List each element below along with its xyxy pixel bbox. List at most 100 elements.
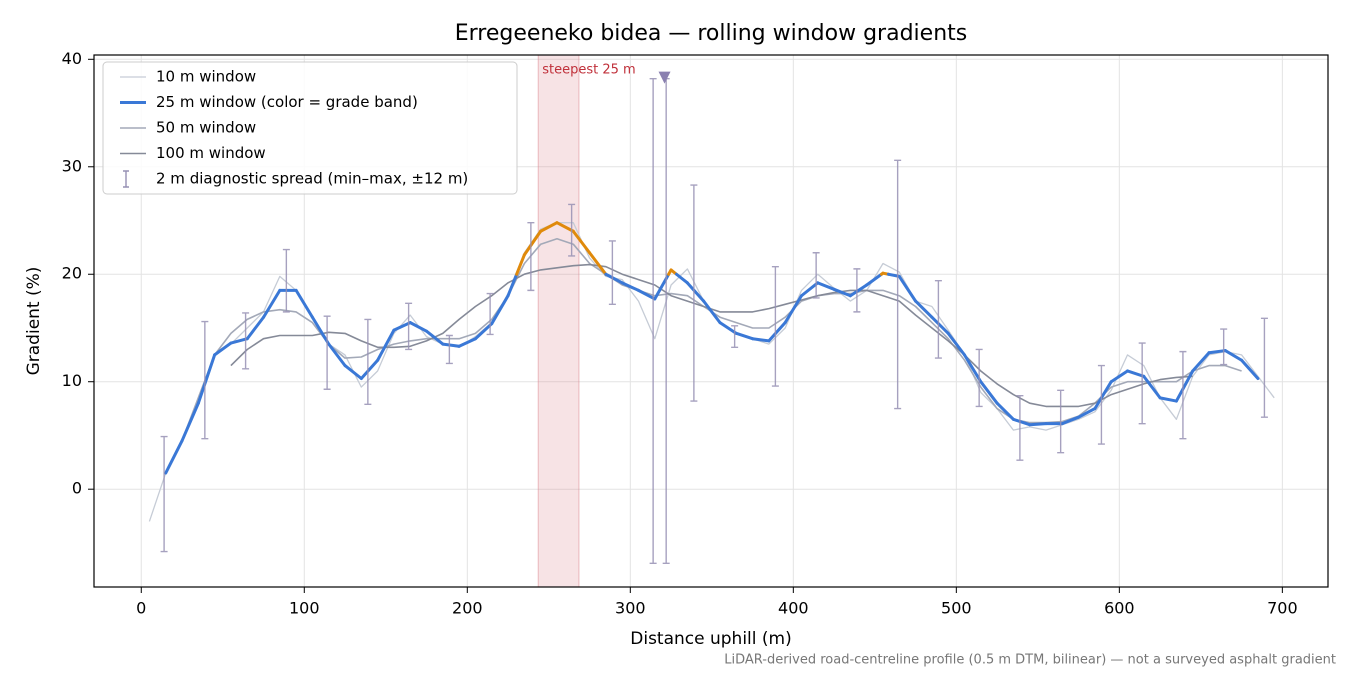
- error-bar: [649, 77, 657, 565]
- legend-label: 2 m diagnostic spread (min–max, ±12 m): [156, 170, 468, 188]
- line-segment: [914, 299, 934, 319]
- line-segment: [718, 321, 738, 335]
- x-tick-label: 300: [615, 599, 646, 618]
- line-segment: [196, 353, 217, 405]
- line-segment: [620, 281, 640, 292]
- line-segment: [408, 321, 429, 333]
- error-bar: [894, 159, 902, 410]
- line-segment: [327, 342, 347, 368]
- error-bar: [771, 266, 779, 387]
- line-segment: [1174, 369, 1195, 403]
- line-segment: [490, 294, 510, 326]
- line-segment: [1158, 396, 1178, 403]
- line-segment: [930, 315, 950, 335]
- line-segment: [702, 299, 722, 325]
- line-segment: [555, 221, 575, 233]
- line-segment: [1109, 369, 1129, 384]
- line-segment: [343, 364, 363, 380]
- line-segment: [1191, 351, 1211, 373]
- legend-box: [102, 61, 518, 195]
- line-segment: [783, 294, 803, 325]
- error-bar: [975, 348, 983, 408]
- line-segment: [1060, 415, 1081, 426]
- legend: 10 m window 25 m window (color = grade ba…: [102, 61, 518, 195]
- legend-label: 50 m window: [156, 119, 256, 137]
- x-tick-label: 100: [289, 599, 320, 618]
- steepest-label: steepest 25 m: [542, 63, 635, 78]
- error-bar: [486, 292, 494, 336]
- line-segment: [457, 337, 477, 348]
- line-segment: [1093, 380, 1113, 411]
- line-segment: [995, 401, 1015, 421]
- line-segment: [359, 358, 380, 380]
- error-bar: [445, 334, 453, 365]
- error-bar: [527, 221, 535, 292]
- error-bar: [201, 320, 209, 440]
- line-segment: [522, 229, 543, 257]
- line-segment: [425, 329, 445, 346]
- error-bar: [1016, 394, 1024, 461]
- line-segment: [1011, 417, 1032, 427]
- line-segment: [1142, 374, 1162, 400]
- series-line: [148, 222, 1275, 522]
- line-segment: [571, 229, 592, 255]
- line-segment: [636, 288, 657, 301]
- line-segment: [685, 281, 706, 303]
- line-segment: [751, 337, 771, 343]
- error-bar: [323, 315, 331, 390]
- line-segment: [1028, 422, 1048, 427]
- line-segment: [1077, 407, 1097, 419]
- line-segment: [962, 353, 983, 384]
- chart-title: Erregeeneko bidea — rolling window gradi…: [455, 21, 967, 46]
- line-segment: [832, 287, 852, 298]
- line-segment: [229, 337, 249, 345]
- line-segment: [848, 283, 869, 298]
- line-segment: [1240, 358, 1260, 380]
- line-segment: [294, 288, 314, 319]
- x-tick-label: 400: [778, 599, 809, 618]
- line-segment: [245, 315, 266, 341]
- line-segment: [979, 380, 999, 405]
- line-segment: [588, 251, 608, 276]
- legend-label: 25 m window (color = grade band): [156, 93, 418, 111]
- error-bar: [568, 203, 576, 257]
- x-tick-label: 500: [941, 599, 972, 618]
- line-segment: [604, 272, 624, 285]
- error-bar: [662, 77, 670, 565]
- series-line: [181, 238, 1242, 442]
- error-bar: [934, 279, 942, 359]
- series-line: [230, 263, 1193, 408]
- line-segment: [180, 401, 200, 443]
- line-segment: [816, 281, 836, 291]
- line-segment: [262, 288, 282, 319]
- error-bar: [1179, 350, 1187, 440]
- line-segment: [767, 321, 787, 343]
- y-tick-label: 10: [62, 371, 82, 390]
- error-bar: [160, 435, 168, 553]
- line-segment: [1223, 349, 1244, 362]
- legend-label: 10 m window: [156, 68, 256, 86]
- steepest-marker: [658, 71, 671, 84]
- line-segment: [506, 272, 519, 298]
- y-tick-label: 20: [62, 264, 82, 283]
- x-tick-label: 700: [1267, 599, 1298, 618]
- line-segment: [515, 253, 526, 276]
- line-segment: [310, 315, 331, 346]
- legend-label: 100 m window: [156, 144, 266, 162]
- x-tick-label: 600: [1104, 599, 1135, 618]
- footnote: LiDAR-derived road-centreline profile (0…: [724, 653, 1336, 668]
- error-bar: [1220, 328, 1228, 366]
- line-segment: [674, 272, 689, 285]
- error-bar: [1097, 364, 1105, 445]
- legend-swatch: [123, 170, 129, 188]
- error-bar: [1057, 389, 1065, 454]
- error-bar: [608, 240, 616, 306]
- error-bar: [853, 268, 861, 313]
- y-tick-label: 30: [62, 156, 82, 175]
- error-bar: [1260, 317, 1268, 418]
- steepest-band: [537, 54, 580, 588]
- plot-frame: [93, 54, 1329, 588]
- error-bar: [1138, 342, 1146, 425]
- line-segment: [441, 342, 461, 348]
